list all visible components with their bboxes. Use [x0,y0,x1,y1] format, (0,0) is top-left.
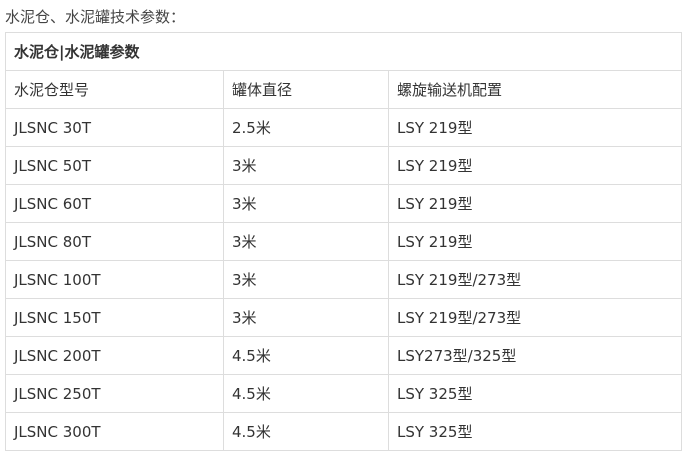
table-row: JLSNC 50T 3米 LSY 219型 [5,146,682,185]
cell-model: JLSNC 200T [5,336,224,375]
cell-model: JLSNC 100T [5,260,224,299]
cell-diameter: 3米 [223,146,389,185]
cell-model: JLSNC 250T [5,374,224,413]
table-row: JLSNC 200T 4.5米 LSY273型/325型 [5,336,682,375]
table-title: 水泥仓|水泥罐参数 [5,32,682,71]
cell-conveyor: LSY 219型/273型 [388,260,682,299]
cell-model: JLSNC 50T [5,146,224,185]
cell-conveyor: LSY 219型 [388,146,682,185]
header-conveyor: 螺旋输送机配置 [388,70,682,109]
cell-diameter: 4.5米 [223,412,389,451]
header-model: 水泥仓型号 [5,70,224,109]
table-row: JLSNC 80T 3米 LSY 219型 [5,222,682,261]
cell-diameter: 2.5米 [223,108,389,147]
cell-model: JLSNC 150T [5,298,224,337]
cell-model: JLSNC 80T [5,222,224,261]
table-title-row: 水泥仓|水泥罐参数 [5,32,682,71]
cell-diameter: 3米 [223,222,389,261]
table-row: JLSNC 250T 4.5米 LSY 325型 [5,374,682,413]
table-row: JLSNC 150T 3米 LSY 219型/273型 [5,298,682,337]
table-header-row: 水泥仓型号 罐体直径 螺旋输送机配置 [5,70,682,109]
cell-diameter: 3米 [223,298,389,337]
cell-model: JLSNC 300T [5,412,224,451]
cell-diameter: 4.5米 [223,374,389,413]
intro-text: 水泥仓、水泥罐技术参数： [5,8,186,26]
cell-model: JLSNC 60T [5,184,224,223]
cell-diameter: 3米 [223,184,389,223]
cell-model: JLSNC 30T [5,108,224,147]
cell-conveyor: LSY273型/325型 [388,336,682,375]
table-row: JLSNC 30T 2.5米 LSY 219型 [5,108,682,147]
cell-conveyor: LSY 325型 [388,412,682,451]
table-row: JLSNC 300T 4.5米 LSY 325型 [5,412,682,451]
cell-conveyor: LSY 219型/273型 [388,298,682,337]
header-diameter: 罐体直径 [223,70,389,109]
cell-diameter: 4.5米 [223,336,389,375]
cell-diameter: 3米 [223,260,389,299]
cell-conveyor: LSY 219型 [388,222,682,261]
params-table: 水泥仓|水泥罐参数 水泥仓型号 罐体直径 螺旋输送机配置 JLSNC 30T 2.… [5,32,682,451]
table-row: JLSNC 100T 3米 LSY 219型/273型 [5,260,682,299]
cell-conveyor: LSY 219型 [388,108,682,147]
table-row: JLSNC 60T 3米 LSY 219型 [5,184,682,223]
cell-conveyor: LSY 219型 [388,184,682,223]
cell-conveyor: LSY 325型 [388,374,682,413]
